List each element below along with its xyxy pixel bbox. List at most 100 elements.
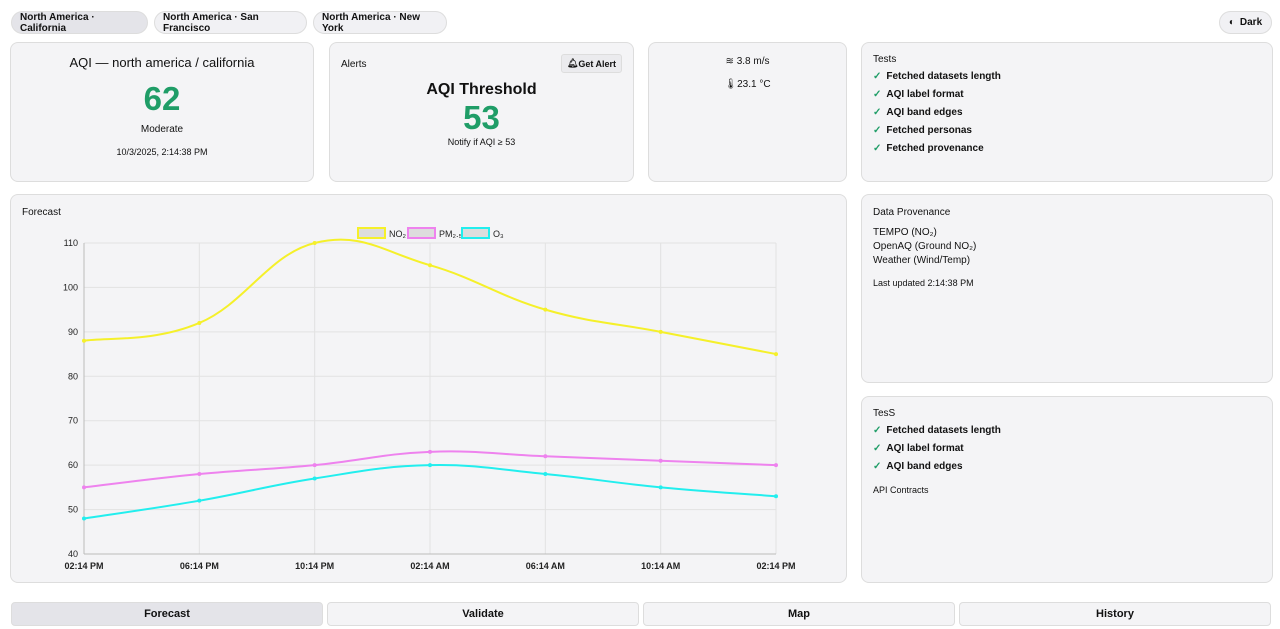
provenance-source: OpenAQ (Ground NO₂) xyxy=(873,241,977,252)
dark-mode-toggle[interactable]: ◐ Dark xyxy=(1219,11,1272,34)
check-icon: ✓ xyxy=(873,424,882,436)
legend-label: PM₂.₅ xyxy=(439,229,462,239)
legend-label: O₃ xyxy=(493,229,504,239)
test-item: ✓ Fetched datasets length xyxy=(873,421,1261,439)
alerts-title: Alerts xyxy=(341,59,367,70)
tab-history[interactable]: History xyxy=(959,602,1271,626)
test-item: ✓ AQI label format xyxy=(873,85,1261,103)
data-point xyxy=(82,485,86,490)
alerts-card: Alerts 🔔︎ Get Alert AQI Threshold 53 Noti… xyxy=(329,42,634,182)
test-item: ✓ AQI label format xyxy=(873,439,1261,457)
x-tick-label: 10:14 PM xyxy=(295,561,334,571)
test-label: Fetched datasets length xyxy=(886,70,1001,82)
get-alert-label: Get Alert xyxy=(578,58,616,69)
y-tick-label: 60 xyxy=(68,460,78,470)
threshold-note: Notify if AQI ≥ 53 xyxy=(447,137,516,147)
wind-icon: ≋ xyxy=(725,56,737,67)
weather-card: ≋ 3.8 m/s 🌡︎23.1 °C xyxy=(648,42,847,182)
data-point xyxy=(428,449,432,454)
aqi-title: AQI — north america / california xyxy=(69,55,255,70)
check-icon: ✓ xyxy=(873,88,882,100)
data-point xyxy=(82,338,86,343)
data-point xyxy=(428,263,432,268)
temperature: 23.1 °C xyxy=(737,79,771,90)
test-label: Fetched personas xyxy=(886,124,972,136)
aqi-card: AQI — north america / california 62 Mode… xyxy=(10,42,314,182)
contrast-icon: ◐ xyxy=(1228,17,1235,28)
test-label: AQI label format xyxy=(886,442,964,454)
location-pill-new-york[interactable]: North America · New York xyxy=(313,11,447,34)
aqi-value: 62 xyxy=(143,80,181,117)
data-point xyxy=(774,494,778,499)
forecast-card: Forecast 40 50 60 70 80 90 100 110 02:14 PM 06:14… xyxy=(10,194,847,583)
tests2-card: TesS ✓ Fetched datasets length ✓ AQI label … xyxy=(861,396,1273,583)
test-label: Fetched datasets length xyxy=(886,424,1001,436)
test-item: ✓ AQI band edges xyxy=(873,103,1261,121)
tab-map[interactable]: Map xyxy=(643,602,955,626)
legend-swatch xyxy=(461,227,490,239)
y-tick-label: 70 xyxy=(68,416,78,426)
last-updated: Last updated 2:14:38 PM xyxy=(873,278,974,288)
tests-card: Tests ✓ Fetched datasets length ✓ AQI label… xyxy=(861,42,1273,182)
wind-row: ≋ 3.8 m/s xyxy=(649,56,846,67)
test-label: Fetched provenance xyxy=(886,142,984,154)
check-icon: ✓ xyxy=(873,124,882,136)
data-point xyxy=(658,485,663,490)
api-contracts: API Contracts xyxy=(873,485,929,495)
data-point xyxy=(543,307,548,312)
wind-speed: 3.8 m/s xyxy=(736,56,770,67)
thermometer-icon: 🌡︎ xyxy=(724,79,738,90)
check-icon: ✓ xyxy=(873,70,882,82)
get-alert-button[interactable]: 🔔︎ Get Alert xyxy=(560,54,622,73)
legend-swatch xyxy=(357,227,386,239)
tab-forecast[interactable]: Forecast xyxy=(11,602,323,626)
x-tick-label: 02:14 PM xyxy=(756,561,795,571)
provenance-title: Data Provenance xyxy=(873,207,951,218)
forecast-title: Forecast xyxy=(22,207,61,218)
x-tick-label: 06:14 AM xyxy=(526,561,565,571)
y-tick-label: 80 xyxy=(68,371,78,381)
forecast-chart: 40 50 60 70 80 90 100 110 02:14 PM 06:14 PM 10:14 … xyxy=(63,227,796,571)
location-pill-california[interactable]: North America · California xyxy=(11,11,148,34)
check-icon: ✓ xyxy=(873,106,882,118)
data-point xyxy=(543,472,548,477)
x-tick-label: 10:14 AM xyxy=(641,561,680,571)
provenance-card: Data Provenance TEMPO (NO₂) OpenAQ (Grou… xyxy=(861,194,1273,383)
aqi-category: Moderate xyxy=(140,124,184,135)
bell-icon: 🔔︎ xyxy=(566,58,579,68)
data-point xyxy=(774,352,778,357)
dark-label: Dark xyxy=(1239,17,1263,28)
data-point xyxy=(658,458,663,463)
legend-swatch xyxy=(407,227,436,239)
data-point xyxy=(774,463,778,468)
tab-validate[interactable]: Validate xyxy=(327,602,639,626)
check-icon: ✓ xyxy=(873,142,882,154)
data-point xyxy=(658,329,663,334)
data-point xyxy=(197,498,202,503)
tests2-title: TesS xyxy=(873,408,896,419)
x-tick-label: 02:14 AM xyxy=(410,561,449,571)
test-label: AQI label format xyxy=(886,88,964,100)
x-tick-label: 06:14 PM xyxy=(180,561,219,571)
provenance-source: TEMPO (NO₂) xyxy=(873,227,937,238)
check-icon: ✓ xyxy=(873,442,882,454)
data-point xyxy=(312,241,317,245)
threshold-value: 53 xyxy=(463,99,500,136)
data-point xyxy=(543,454,548,459)
y-tick-label: 90 xyxy=(68,327,78,337)
test-item: ✓ Fetched datasets length xyxy=(873,67,1261,85)
threshold-heading: AQI Threshold xyxy=(426,81,537,98)
y-tick-label: 110 xyxy=(64,238,78,248)
tests-title: Tests xyxy=(873,54,897,65)
location-pill-san-francisco[interactable]: North America · San Francisco xyxy=(154,11,307,34)
provenance-source: Weather (Wind/Temp) xyxy=(873,255,971,266)
test-label: AQI band edges xyxy=(886,106,963,118)
data-point xyxy=(428,463,432,468)
aqi-timestamp: 10/3/2025, 2:14:38 PM xyxy=(116,147,208,157)
data-point xyxy=(82,516,86,521)
data-point xyxy=(197,320,202,325)
test-label: AQI band edges xyxy=(886,460,963,472)
data-point xyxy=(312,463,317,468)
data-point xyxy=(312,476,317,481)
legend-label: NO₂ xyxy=(389,229,407,239)
